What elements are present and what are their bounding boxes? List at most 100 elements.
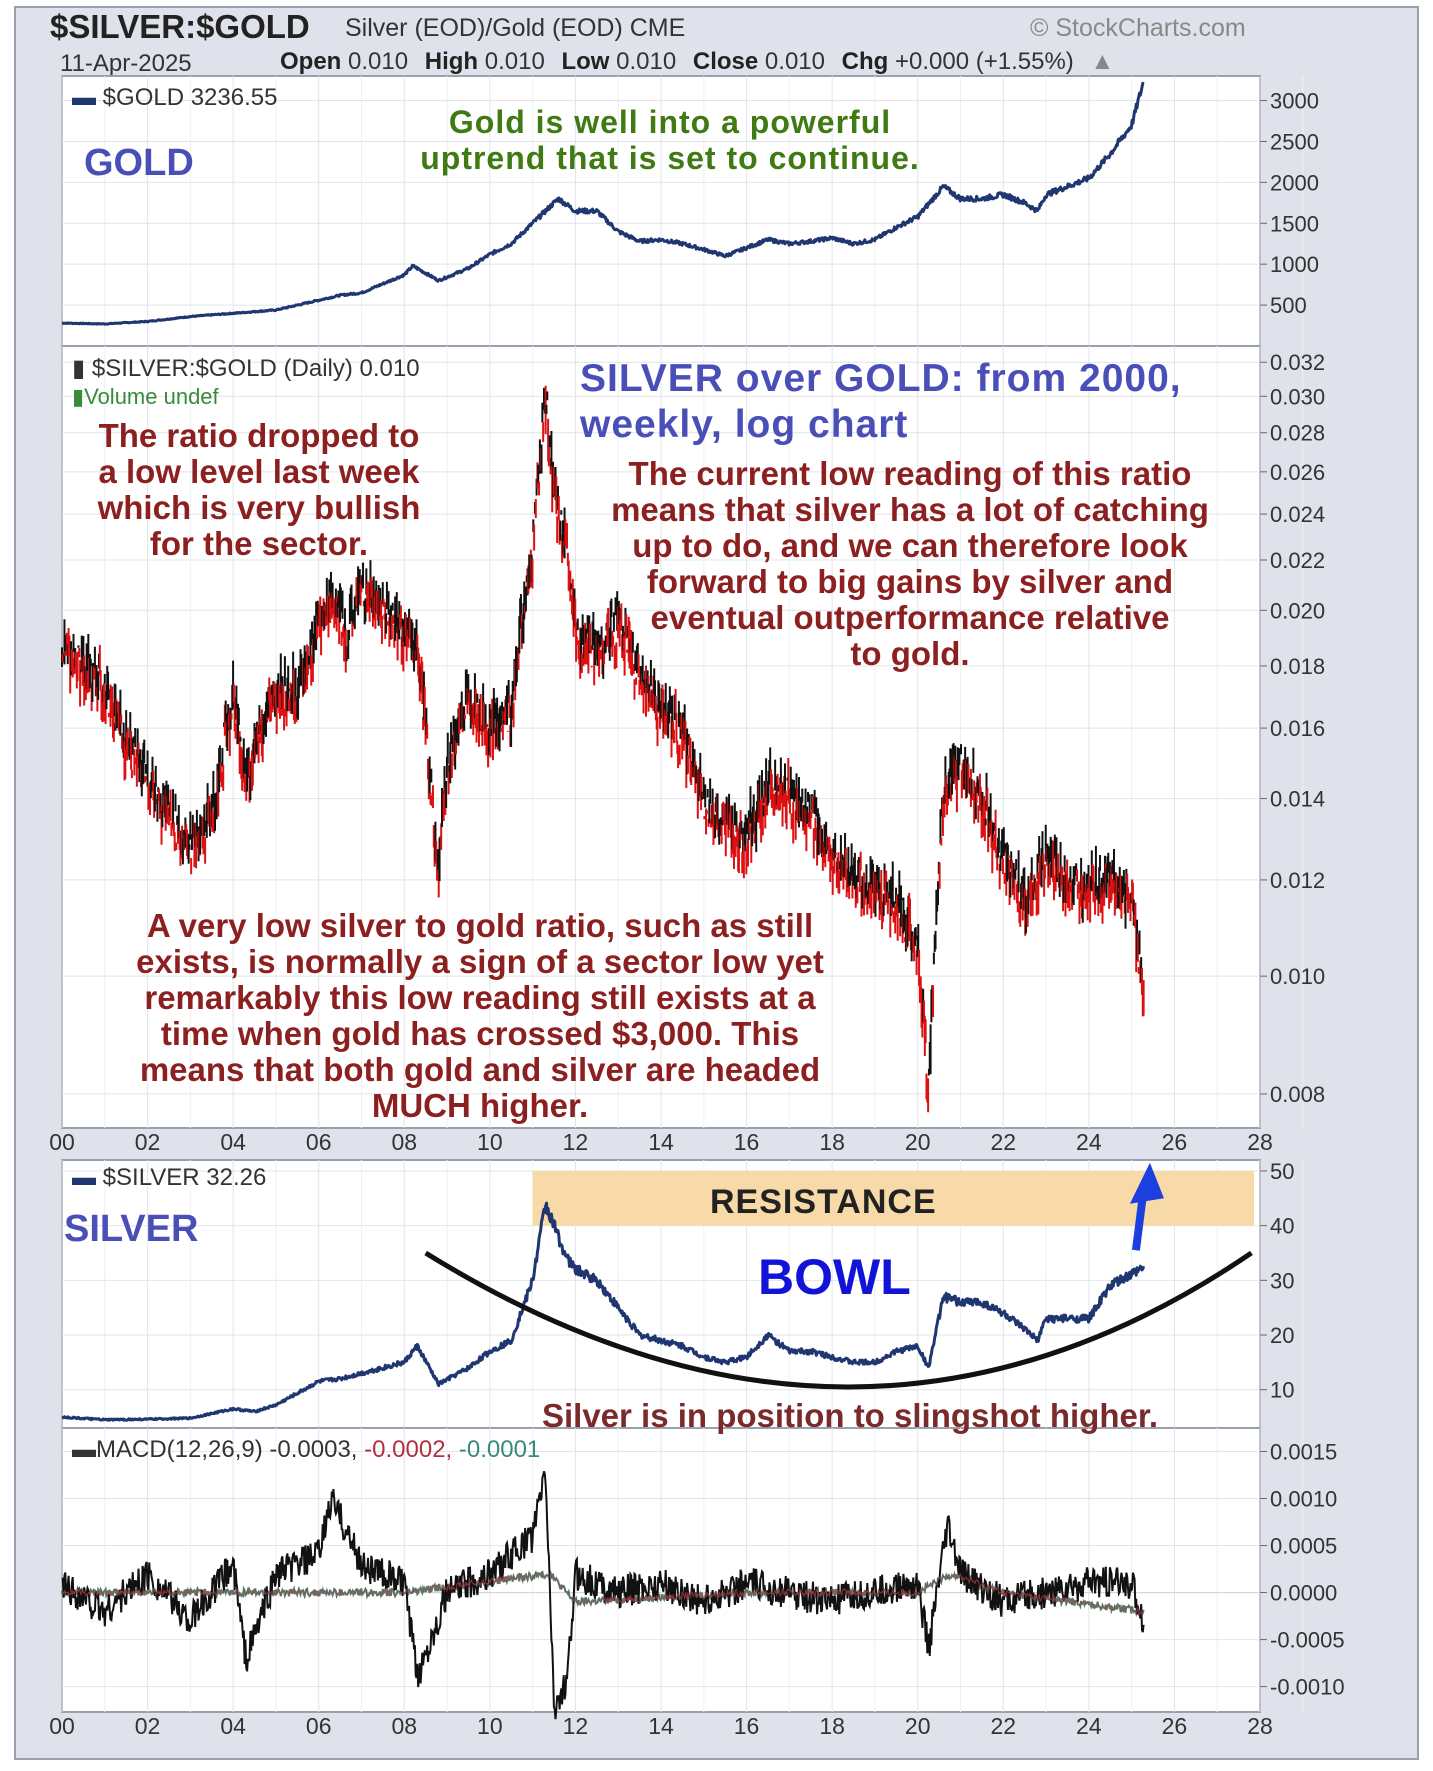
ratio-ytick-label: 0.014 [1270,787,1325,812]
close-label: Close [692,48,759,75]
gold-legend-swatch: ▬ [72,84,96,111]
macd-xtick-label: 08 [391,1713,417,1739]
macd-legend: ▬MACD(12,26,9) -0.0003, -0.0002, -0.0001 [72,1436,540,1464]
ratio-ytick-label: 0.028 [1270,421,1325,446]
ratio-xtick-label: 26 [1162,1129,1188,1155]
source-credit: © StockCharts.com [1030,14,1246,42]
silver-ytick-label: 20 [1270,1323,1294,1348]
ratio-ytick-label: 0.030 [1270,384,1325,409]
high-value: 0.010 [484,48,545,75]
macd-gridlines [61,1428,1304,1712]
silver-ytick-label: 30 [1270,1268,1294,1293]
resistance-label: RESISTANCE [710,1183,937,1221]
macd-xtick-label: 12 [563,1713,589,1739]
silver-legend: ▬ $SILVER 32.26 [72,1164,266,1192]
bowl-label: BOWL [758,1249,911,1305]
ratio-gridlines [61,346,1304,1128]
volume-legend: ▮Volume undef [72,384,219,410]
ratio-legend-text: $SILVER:$GOLD (Daily) 0.010 [91,355,420,382]
ratio-xtick-label: 14 [648,1129,674,1155]
ratio-bottom-annotation: A very low silver to gold ratio, such as… [136,907,824,1124]
gold-ytick-label: 3000 [1270,89,1319,114]
macd-legend-text: MACD(12,26,9) -0.0003, [96,1436,358,1463]
macd-xtick-label: 00 [49,1713,75,1739]
ratio-xtick-label: 06 [306,1129,332,1155]
gold-ytick-label: 1500 [1270,211,1319,236]
macd-signal-legend: -0.0002, [357,1436,453,1463]
ratio-left-annotation: The ratio dropped to a low level last we… [97,417,421,562]
macd-signal-line [61,1571,1145,1617]
ratio-xtick-label: 08 [391,1129,417,1155]
silver-legend-text: $SILVER 32.26 [102,1164,267,1191]
ratio-ytick-label: 0.026 [1270,460,1325,485]
ratio-chart-title: SILVER over GOLD: from 2000, weekly, log… [580,357,1182,446]
high-label: High [424,48,479,75]
ratio-xtick-label: 00 [49,1129,75,1155]
macd-xtick-label: 16 [734,1713,760,1739]
gold-ytick-label: 2000 [1270,170,1319,195]
ratio-ytick-label: 0.008 [1270,1082,1325,1107]
up-arrow-icon [1129,1162,1164,1204]
gold-legend: ▬ $GOLD 3236.55 [72,84,277,112]
silver-ytick-label: 10 [1270,1378,1294,1403]
macd-ytick-label: 0.0005 [1270,1534,1337,1559]
ohlc-readout: Open 0.010 High 0.010 Low 0.010 Close 0.… [280,48,1114,76]
macd-ytick-label: -0.0010 [1270,1675,1345,1700]
macd-ytick-label: 0.0010 [1270,1487,1337,1512]
close-value: 0.010 [764,48,825,75]
macd-xtick-label: 22 [990,1713,1016,1739]
ratio-ytick-label: 0.010 [1270,964,1325,989]
quote-date: 11-Apr-2025 [60,50,192,77]
symbol-description: Silver (EOD)/Gold (EOD) CME [345,14,686,42]
silver-panel-label: SILVER [64,1208,199,1250]
macd-hist-legend: -0.0001 [452,1436,541,1463]
ratio-xtick-label: 22 [990,1129,1016,1155]
gold-legend-text: $GOLD 3236.55 [102,84,278,111]
ratio-ytick-label: 0.024 [1270,502,1325,527]
macd-xtick-label: 24 [1076,1713,1102,1739]
symbol-title: $SILVER:$GOLD [50,8,310,45]
ratio-ytick-label: 0.032 [1270,350,1325,375]
silver-annotation: Silver is in position to slingshot highe… [541,1397,1159,1434]
macd-ytick-label: 0.0000 [1270,1581,1337,1606]
ratio-xtick-label: 24 [1076,1129,1102,1155]
macd-line [61,1471,1145,1720]
ratio-ytick-label: 0.012 [1270,868,1325,893]
macd-xtick-label: 04 [220,1713,246,1739]
ratio-legend-icon: ▮ [72,355,86,382]
gold-ytick-label: 2500 [1270,129,1319,154]
silver-price-line [61,1201,1146,1422]
ratio-xtick-label: 10 [477,1129,503,1155]
ratio-ytick-label: 0.022 [1270,548,1325,573]
macd-xtick-label: 28 [1247,1713,1273,1739]
ratio-legend: ▮ $SILVER:$GOLD (Daily) 0.010 [72,354,420,383]
macd-xtick-label: 18 [819,1713,845,1739]
volume-legend-icon: ▮ [72,384,85,409]
macd-xtick-label: 20 [905,1713,931,1739]
open-label: Open [280,48,342,75]
ratio-ytick-label: 0.018 [1270,654,1325,679]
ratio-xtick-label: 18 [819,1129,845,1155]
macd-ytick-label: -0.0005 [1270,1628,1345,1653]
gold-ytick-label: 500 [1270,293,1307,318]
ratio-xtick-label: 16 [734,1129,760,1155]
ratio-xtick-label: 20 [905,1129,931,1155]
gold-annotation: Gold is well into a powerful uptrend tha… [420,104,920,176]
ratio-xtick-label: 04 [220,1129,246,1155]
silver-ytick-label: 50 [1270,1159,1294,1184]
macd-legend-swatch: ▬ [72,1436,96,1463]
gold-gridlines [61,76,1304,346]
low-label: Low [561,48,610,75]
macd-xtick-label: 02 [135,1713,161,1739]
silver-legend-swatch: ▬ [72,1164,96,1191]
chg-up-icon: ▲ [1090,48,1115,75]
macd-xtick-label: 10 [477,1713,503,1739]
chg-label: Chg [841,48,889,75]
macd-xtick-label: 06 [306,1713,332,1739]
ratio-ytick-label: 0.020 [1270,598,1325,623]
ratio-right-annotation: The current low reading of this ratio me… [611,455,1209,672]
macd-xtick-label: 14 [648,1713,674,1739]
ratio-ytick-label: 0.016 [1270,716,1325,741]
gold-panel-label: GOLD [84,142,194,184]
